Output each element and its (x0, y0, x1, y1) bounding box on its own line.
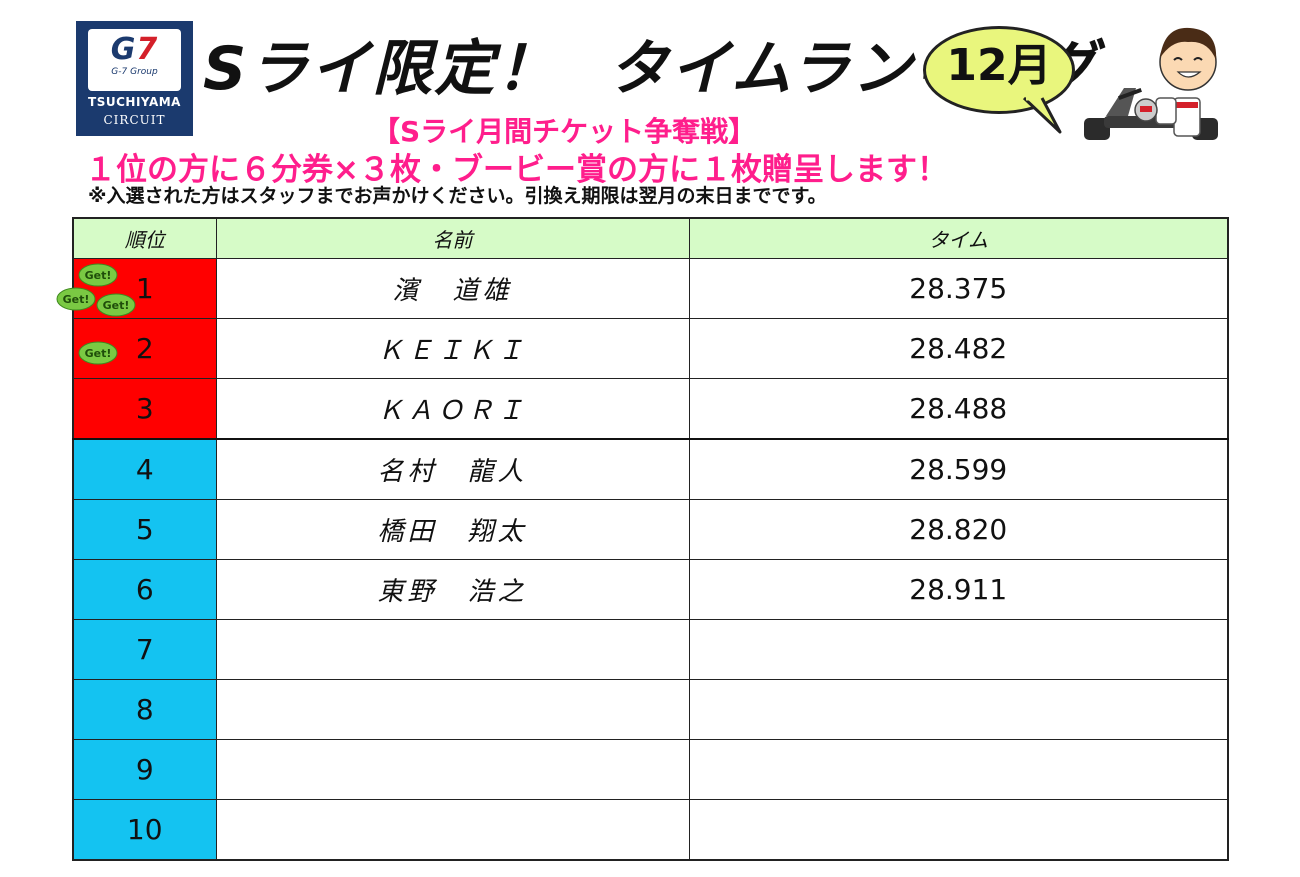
ranking-row: 10 (72, 799, 1229, 861)
rank-number: 5 (135, 513, 154, 546)
rank-cell: 3 (72, 378, 217, 440)
rank-number: 2 (135, 332, 154, 365)
ranking-row: 5 橋田 翔太 28.820 (72, 499, 1229, 560)
get-badge-icon: Get! (96, 293, 136, 317)
campaign-subtitle: 【Sライ月間チケット争奪戦】 (372, 115, 757, 148)
rank-cell: 10 (72, 799, 217, 861)
g7-logo-card: G7 G-7 Group (88, 29, 181, 91)
name-cell: 名村 龍人 (215, 438, 690, 500)
ranking-row: 8 (72, 679, 1229, 740)
rank-number: 8 (135, 693, 154, 726)
kart-driver-mascot-icon (1084, 27, 1218, 140)
name-cell: ＫＥＩＫＩ (215, 318, 690, 379)
column-header-time: タイム (688, 217, 1229, 259)
get-badge-label: Get! (85, 269, 112, 282)
ranking-row: Get! Get! Get! 1 濱 道雄 28.375 (56, 258, 1229, 319)
rank-cell: Get! Get! Get! 1 (56, 258, 217, 319)
ranking-header-row: 順位 名前 タイム (72, 217, 1229, 259)
get-badge-label: Get! (85, 347, 112, 360)
time-cell: 28.911 (688, 559, 1229, 620)
time-cell: 28.482 (688, 318, 1229, 379)
ranking-row: 7 (72, 619, 1229, 680)
rank-cell: 6 (72, 559, 217, 620)
rank-number: 9 (135, 753, 154, 786)
rank-number: 1 (135, 272, 154, 305)
get-badge-label: Get! (63, 293, 90, 306)
speech-bubble-tail (1022, 96, 1062, 134)
month-speech-bubble: 12月 (923, 26, 1075, 114)
rank-cell: 4 (72, 438, 217, 500)
get-badge-icon: Get! (78, 263, 118, 287)
column-header-name: 名前 (215, 217, 690, 259)
get-badge-icon: Get! (78, 341, 118, 365)
rank-cell: 7 (72, 619, 217, 680)
column-header-rank: 順位 (72, 217, 217, 259)
redemption-note: ※入選された方はスタッフまでお声かけください。引換え期限は翌月の末日までです。 (88, 185, 827, 207)
time-cell: 28.599 (688, 438, 1229, 500)
time-cell (688, 799, 1229, 861)
get-badge-icon: Get! (56, 287, 96, 311)
month-label: 12月 (946, 40, 1052, 91)
ranking-table: 順位 名前 タイム Get! Get! Get! 1 濱 道雄 28.375 G… (56, 217, 1229, 861)
rank-number: 6 (135, 573, 154, 606)
name-cell (215, 739, 690, 800)
time-cell (688, 739, 1229, 800)
rank-number: 4 (135, 453, 154, 486)
ranking-row: 9 (72, 739, 1229, 800)
name-cell: 濱 道雄 (215, 258, 690, 319)
get-badge-label: Get! (103, 299, 130, 312)
rank-number: 10 (126, 813, 163, 846)
time-cell: 28.820 (688, 499, 1229, 560)
name-cell (215, 799, 690, 861)
name-cell: 橋田 翔太 (215, 499, 690, 560)
name-cell (215, 619, 690, 680)
ranking-row: 6 東野 浩之 28.911 (72, 559, 1229, 620)
name-cell: 東野 浩之 (215, 559, 690, 620)
time-cell: 28.375 (688, 258, 1229, 319)
time-cell (688, 619, 1229, 680)
time-cell: 28.488 (688, 378, 1229, 440)
name-cell: ＫＡＯＲＩ (215, 378, 690, 440)
rank-number: 3 (135, 392, 154, 425)
logo-circuit-name: TSUCHIYAMA (88, 95, 181, 109)
rank-number: 7 (135, 633, 154, 666)
rank-cell: 5 (72, 499, 217, 560)
prize-description: １位の方に６分券×３枚・ブービー賞の方に１枚贈呈します！ (85, 152, 948, 188)
ranking-row: Get! 2 ＫＥＩＫＩ 28.482 (72, 318, 1229, 379)
logo-group-text: G-7 Group (111, 67, 158, 77)
ranking-row: 4 名村 龍人 28.599 (72, 438, 1229, 500)
g7-logo-text: G7 (110, 32, 159, 67)
time-cell (688, 679, 1229, 740)
title-part-1: Sライ限定！ (203, 34, 559, 104)
tsuchiyama-circuit-logo: G7 G-7 Group TSUCHIYAMA CIRCUIT (76, 21, 193, 136)
ranking-row: 3 ＫＡＯＲＩ 28.488 (72, 378, 1229, 440)
rank-cell: 8 (72, 679, 217, 740)
name-cell (215, 679, 690, 740)
rank-cell: 9 (72, 739, 217, 800)
rank-cell: Get! 2 (72, 318, 217, 379)
logo-circuit-sub: CIRCUIT (103, 113, 166, 127)
